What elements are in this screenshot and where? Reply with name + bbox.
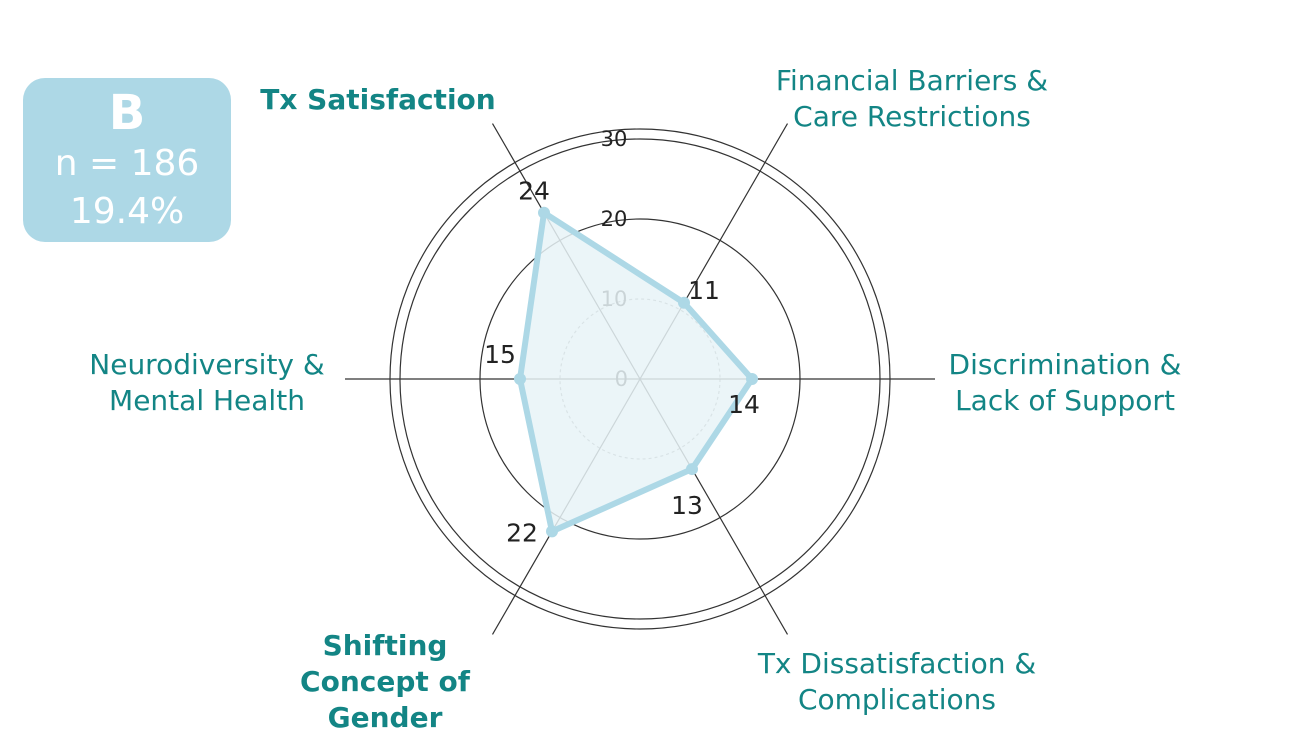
sample-size: n = 186: [54, 143, 200, 184]
category-label-line: Tx Dissatisfaction &: [757, 647, 1036, 680]
data-point: [514, 373, 526, 385]
tick-label: 20: [601, 207, 628, 231]
category-label: Shifting Concept of Gender: [300, 629, 471, 734]
data-point: [678, 296, 690, 309]
data-polygon: [517, 209, 755, 535]
sample-percent: 19.4%: [69, 191, 185, 232]
data-point: [686, 463, 698, 476]
data-label: 24: [518, 177, 550, 206]
category-label-line: Mental Health: [109, 384, 305, 417]
category-label-line: Lack of Support: [955, 384, 1175, 417]
data-label: 14: [728, 390, 760, 419]
tick-label: 30: [601, 127, 628, 151]
category-label-line: Complications: [798, 683, 996, 716]
category-label-line: Gender: [328, 701, 443, 734]
category-label-line: Shifting: [323, 629, 448, 662]
category-label: Tx Satisfaction: [260, 83, 495, 116]
category-label-line: Financial Barriers &: [776, 64, 1048, 97]
data-point: [746, 373, 758, 385]
data-label: 11: [688, 276, 720, 305]
category-label-line: Tx Satisfaction: [260, 83, 495, 116]
data-label: 15: [484, 340, 516, 369]
data-label: 13: [671, 491, 703, 520]
category-label-line: Discrimination &: [949, 348, 1182, 381]
category-label: Discrimination & Lack of Support: [949, 348, 1182, 417]
category-label-line: Neurodiversity &: [89, 348, 324, 381]
data-point: [538, 206, 550, 219]
category-label: Tx Dissatisfaction & Complications: [757, 647, 1036, 716]
data-point: [546, 525, 558, 538]
data-label: 22: [506, 518, 538, 547]
category-label: Financial Barriers & Care Restrictions: [776, 64, 1048, 133]
category-label-line: Concept of: [300, 665, 471, 698]
category-label-line: Care Restrictions: [793, 100, 1031, 133]
cluster-letter: B: [108, 85, 146, 141]
cluster-badge: B n = 186 19.4%: [23, 78, 231, 242]
category-label: Neurodiversity & Mental Health: [89, 348, 324, 417]
